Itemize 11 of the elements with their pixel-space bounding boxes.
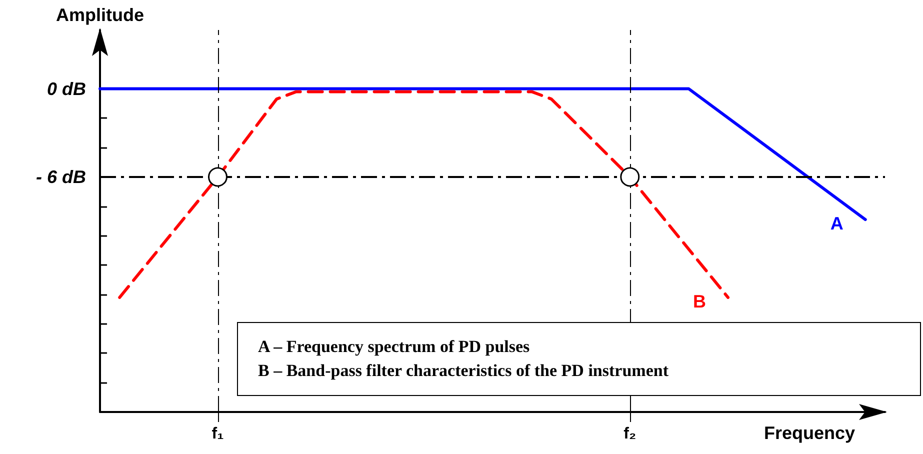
x-tick-label: f₂ [624,426,636,442]
annotation: A – Frequency spectrum of PD pulses [258,337,530,357]
text-box: A – Frequency spectrum of PD pulses B – Band-pass filter characteristics of the PD instrument [237,322,921,396]
annotation: B – Band-pass filter characteristics of the PD instrument [258,361,668,381]
x-tick-label: f₁ [212,426,224,442]
y-axis-title: Amplitude [56,5,144,25]
y-tick-label: 0 dB [46,78,86,99]
y-tick-label: - 6 dB [36,166,86,187]
series-label: B [693,291,706,312]
x-axis-title: Frequency [764,423,856,443]
series-label: A [830,214,844,234]
